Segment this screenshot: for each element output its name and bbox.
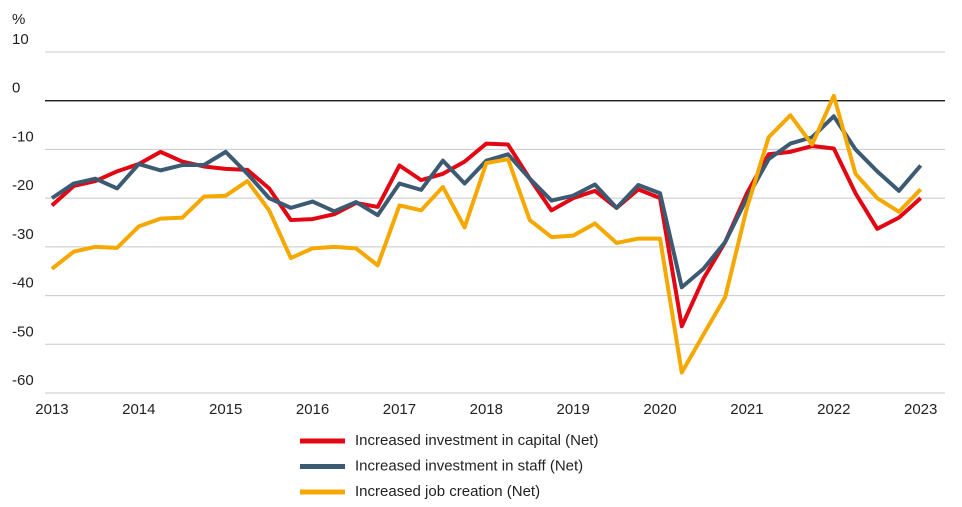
y-tick-label: -60 <box>12 372 34 389</box>
x-tick-label: 2017 <box>383 401 416 418</box>
y-tick-label: 10 <box>12 31 29 48</box>
y-tick-label: -40 <box>12 275 34 292</box>
y-tick-label: -50 <box>12 323 34 340</box>
y-tick-label: -10 <box>12 128 34 145</box>
legend-label: Increased job creation (Net) <box>355 483 540 500</box>
series-line <box>50 114 923 290</box>
x-tick-label: 2023 <box>904 401 937 418</box>
y-tick-label: -30 <box>12 226 34 243</box>
x-tick-label: 2018 <box>470 401 503 418</box>
y-tick-label: 0 <box>12 80 20 97</box>
x-tick-label: 2019 <box>556 401 589 418</box>
x-tick-label: 2016 <box>296 401 329 418</box>
legend-label: Increased investment in staff (Net) <box>355 457 583 474</box>
x-tick-label: 2022 <box>817 401 850 418</box>
series-line <box>50 141 923 329</box>
x-tick-label: 2021 <box>730 401 763 418</box>
x-tick-label: 2015 <box>209 401 242 418</box>
series-line <box>50 93 923 375</box>
x-tick-label: 2014 <box>122 401 155 418</box>
legend-label: Increased investment in capital (Net) <box>355 432 598 449</box>
y-tick-label: -20 <box>12 177 34 194</box>
x-tick-label: 2013 <box>35 401 68 418</box>
y-axis-label: % <box>12 11 25 28</box>
x-tick-label: 2020 <box>643 401 676 418</box>
